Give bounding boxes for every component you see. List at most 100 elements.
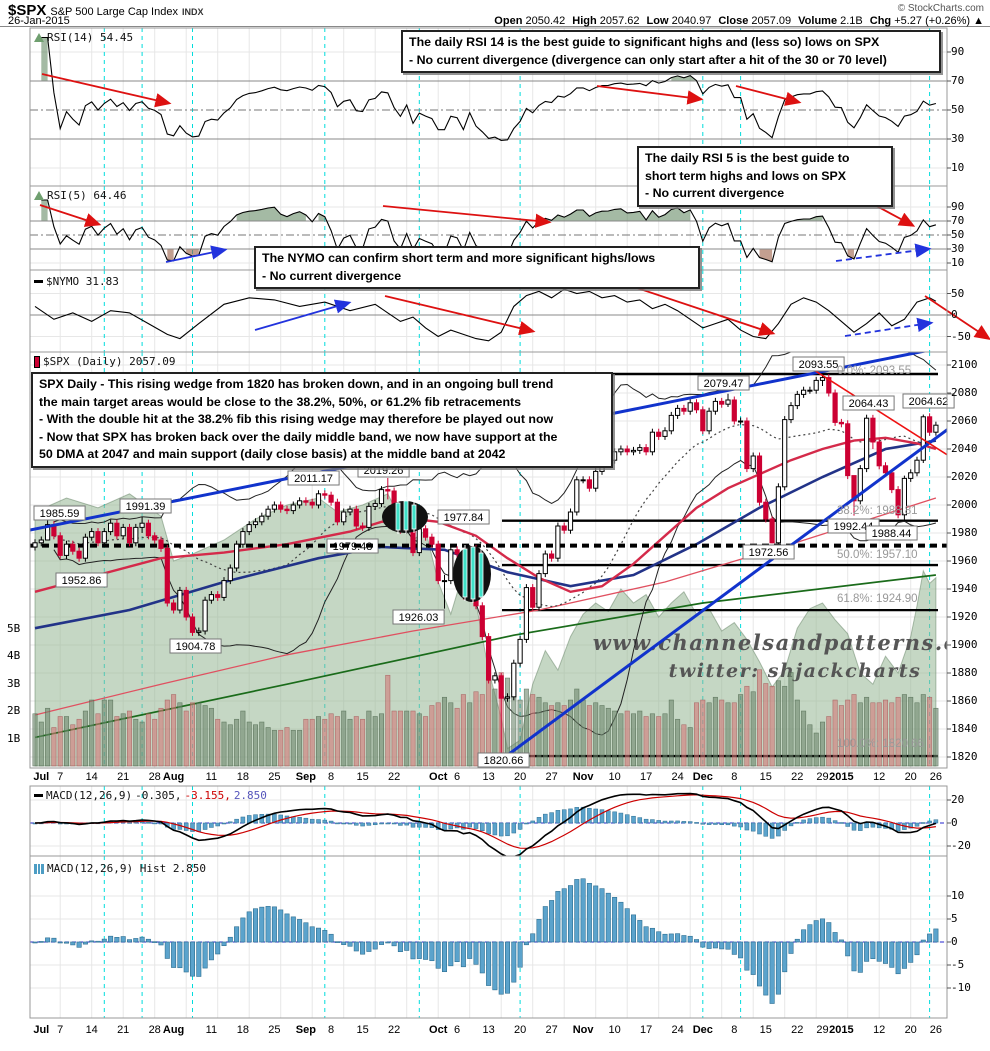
macd-hist-series: [30, 878, 947, 1004]
price-callout: 1988.44: [865, 525, 918, 541]
rsi5-label: RSI(5) 64.46: [34, 189, 126, 202]
x-axis-label: 21: [117, 1024, 130, 1036]
volume-ytick: 1B: [7, 731, 21, 745]
volume-ytick: 4B: [7, 649, 21, 662]
nymo-ytick: -50: [951, 329, 971, 343]
macd-ytick: 0: [951, 816, 958, 829]
main-frame: [29, 351, 948, 769]
rsi14-ytick: 90: [951, 45, 965, 58]
x-axis-label: 25: [268, 1024, 281, 1036]
price-callout: 2064.43: [842, 395, 895, 411]
x-axis-label: 18: [236, 1024, 250, 1036]
x-axis-label: 2015: [829, 1024, 854, 1036]
trendline: [805, 364, 947, 456]
x-axis-label: 7: [57, 771, 64, 783]
x-axis-label: Nov: [572, 1024, 594, 1036]
x-axis-label: 12: [873, 771, 886, 783]
x-axis-label: 10: [608, 771, 621, 783]
x-axis-label: 29: [816, 1024, 829, 1036]
x-axis-label: Sep: [295, 1024, 316, 1036]
quote-field-label: Low: [646, 15, 669, 27]
x-axis-label: 24: [671, 1024, 684, 1036]
x-axis-label: 22: [791, 1024, 804, 1036]
price-callout: 1926.03: [392, 609, 445, 625]
quote-field-label: Open: [494, 15, 523, 27]
price-ytick: 2020: [951, 470, 978, 483]
svg-text:1992.44: 1992.44: [834, 521, 874, 533]
nymo-ytick: 50: [951, 286, 965, 300]
hist-ytick: 5: [951, 912, 958, 925]
svg-text:1985.59: 1985.59: [40, 508, 80, 520]
svg-text:2093.55: 2093.55: [799, 359, 839, 371]
x-axis-label: 15: [759, 1024, 772, 1036]
svg-text:1904.78: 1904.78: [176, 641, 216, 653]
exchange: INDX: [181, 7, 204, 17]
rsi5-ytick: 10: [951, 256, 965, 269]
red-arrow: [39, 204, 102, 227]
x-axis-label: 10: [608, 1024, 621, 1036]
fib-label: 50.0%: 1957.10: [837, 549, 918, 561]
quote-field-value: 2057.09: [748, 15, 792, 27]
copyright: © StockCharts.com: [897, 3, 984, 14]
quote-field-value: +5.27 (+0.26%): [891, 15, 971, 27]
x-axis-label: 29: [816, 771, 829, 783]
svg-text:2079.47: 2079.47: [704, 378, 744, 390]
price-ytick: 1900: [951, 638, 978, 651]
price-callout: 2093.55: [792, 356, 845, 372]
x-axis-label: 26: [929, 1024, 943, 1036]
price-callout: 1972.56: [742, 544, 795, 560]
x-axis-label: 12: [873, 1024, 886, 1036]
price-ytick: 1880: [951, 666, 978, 679]
line-icon: [34, 794, 43, 797]
header-divider: [0, 26, 990, 27]
x-axis-label: 20: [904, 1024, 917, 1036]
line-icon: [34, 280, 43, 283]
hist-ytick: -5: [951, 958, 965, 971]
price-callout: 2011.17: [287, 470, 340, 486]
price-ytick: 1840: [951, 722, 978, 735]
chart-header: $SPX S&P 500 Large Cap Index INDX: [8, 2, 204, 20]
x-axis-label: 11: [205, 1024, 218, 1036]
price-callout: 1904.78: [169, 638, 222, 654]
rsi5-annotation: The daily RSI 5 is the best guide to sho…: [637, 146, 893, 207]
nymo-label: $NYMO 31.83: [34, 275, 119, 288]
x-axis-label: 17: [639, 771, 653, 783]
price-ytick: 1940: [951, 582, 978, 595]
x-axis-label: 20: [904, 771, 917, 783]
price-callout: 1985.59: [33, 505, 86, 521]
symbol: $SPX: [8, 2, 47, 19]
svg-text:1926.03: 1926.03: [399, 612, 439, 624]
dashed-blue-arrow: [835, 243, 932, 262]
price-ytick: 2080: [951, 386, 978, 399]
volume-ytick: 5B: [7, 621, 21, 635]
red-arrow: [384, 295, 536, 336]
quote-field-value: 2.1B: [837, 15, 863, 27]
x-axis-label: 27: [545, 771, 558, 783]
x-axis-label: 25: [268, 771, 281, 783]
price-callout: 1952.86: [55, 572, 108, 588]
x-axis-label: 2015: [829, 771, 854, 783]
x-axis-label: 21: [117, 771, 130, 783]
svg-text:1952.86: 1952.86: [62, 575, 102, 587]
price-callout: 2064.62: [902, 393, 955, 409]
hist-ytick: 0: [951, 935, 958, 948]
x-axis-label: 8: [328, 771, 335, 783]
price-ytick: 2060: [951, 414, 978, 427]
svg-text:1820.66: 1820.66: [484, 755, 524, 767]
x-axis-label: 14: [85, 1024, 98, 1036]
price-callout: 1977.84: [437, 509, 490, 525]
up-arrow-icon: ▲: [970, 15, 984, 27]
macd-ytick: -20: [951, 839, 971, 852]
x-axis-label: 22: [387, 771, 401, 783]
area-icon: [34, 191, 44, 200]
price-ytick: 1920: [951, 610, 978, 623]
rsi14-ytick: 50: [951, 103, 965, 116]
chart-date: 26-Jan-2015: [8, 15, 70, 27]
svg-text:1991.39: 1991.39: [126, 501, 166, 513]
x-axis-label: 28: [148, 1024, 161, 1036]
bollinger-lower: [53, 459, 937, 736]
x-axis-label: 15: [356, 771, 369, 783]
svg-text:1977.84: 1977.84: [444, 512, 484, 524]
red-arrow: [924, 295, 990, 340]
